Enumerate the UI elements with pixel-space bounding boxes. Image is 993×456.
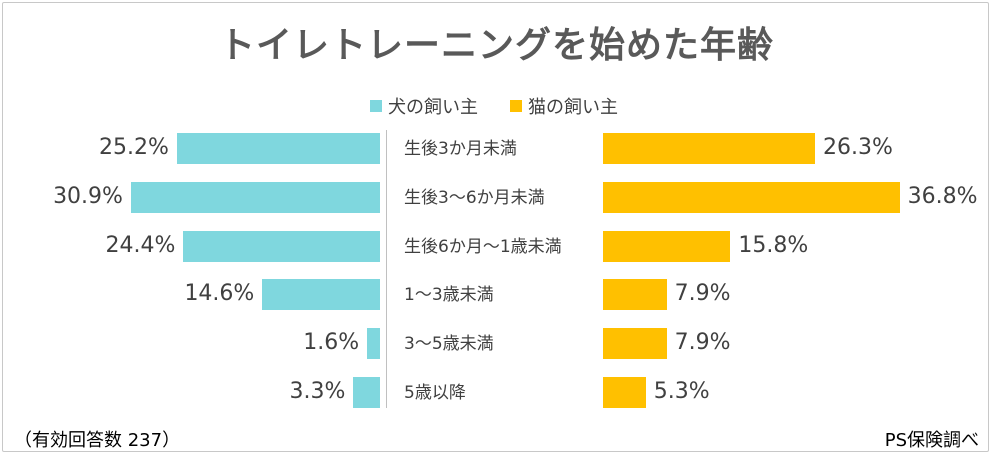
legend-dog-owner: 犬の飼い主 bbox=[370, 94, 478, 118]
legend-label-cat: 猫の飼い主 bbox=[528, 97, 618, 118]
category-label-3: 生後6か月～1歳未満 bbox=[404, 237, 562, 257]
value-label-dog-3: 24.4% bbox=[105, 233, 176, 258]
bar-dog-1 bbox=[176, 133, 380, 164]
bar-cat-1 bbox=[603, 133, 815, 164]
category-label-2: 生後3～6か月未満 bbox=[404, 188, 545, 208]
value-label-dog-2: 30.9% bbox=[53, 184, 123, 209]
legend-swatch-cat bbox=[510, 100, 522, 112]
source-credit: PS保険調べ bbox=[884, 430, 979, 451]
category-label-6: 5歳以降 bbox=[404, 383, 466, 403]
bar-cat-4 bbox=[603, 279, 667, 310]
response-count-note: （有効回答数 237） bbox=[14, 430, 181, 451]
bar-cat-6 bbox=[603, 377, 646, 408]
value-label-dog-6: 3.3% bbox=[289, 379, 346, 404]
value-label-dog-1: 25.2% bbox=[99, 135, 169, 160]
legend-label-dog: 犬の飼い主 bbox=[388, 97, 478, 118]
value-label-cat-5: 7.9% bbox=[674, 330, 731, 355]
bar-dog-4 bbox=[262, 279, 380, 310]
category-label-1: 生後3か月未満 bbox=[404, 139, 517, 159]
bar-dog-5 bbox=[367, 328, 380, 359]
value-label-cat-4: 7.9% bbox=[674, 281, 731, 306]
bar-dog-6 bbox=[353, 377, 380, 408]
bar-cat-3 bbox=[603, 231, 731, 262]
value-label-cat-6: 5.3% bbox=[653, 379, 710, 404]
value-label-cat-2: 36.8% bbox=[907, 184, 978, 209]
value-label-dog-4: 14.6% bbox=[184, 281, 255, 306]
value-label-cat-1: 26.3% bbox=[822, 135, 893, 160]
category-label-4: 1～3歳未満 bbox=[404, 285, 494, 305]
center-axis-line bbox=[386, 130, 387, 408]
category-label-5: 3～5歳未満 bbox=[404, 334, 494, 354]
legend-swatch-dog bbox=[370, 100, 382, 112]
legend-cat-owner: 猫の飼い主 bbox=[510, 94, 618, 118]
value-label-cat-3: 15.8% bbox=[738, 233, 809, 258]
chart-title: トイレトレーニングを始めた年齢 bbox=[218, 25, 774, 66]
value-label-dog-5: 1.6% bbox=[303, 330, 360, 355]
bar-dog-2 bbox=[130, 182, 380, 213]
bar-cat-5 bbox=[603, 328, 667, 359]
bar-dog-3 bbox=[183, 231, 380, 262]
bar-cat-2 bbox=[603, 182, 900, 213]
